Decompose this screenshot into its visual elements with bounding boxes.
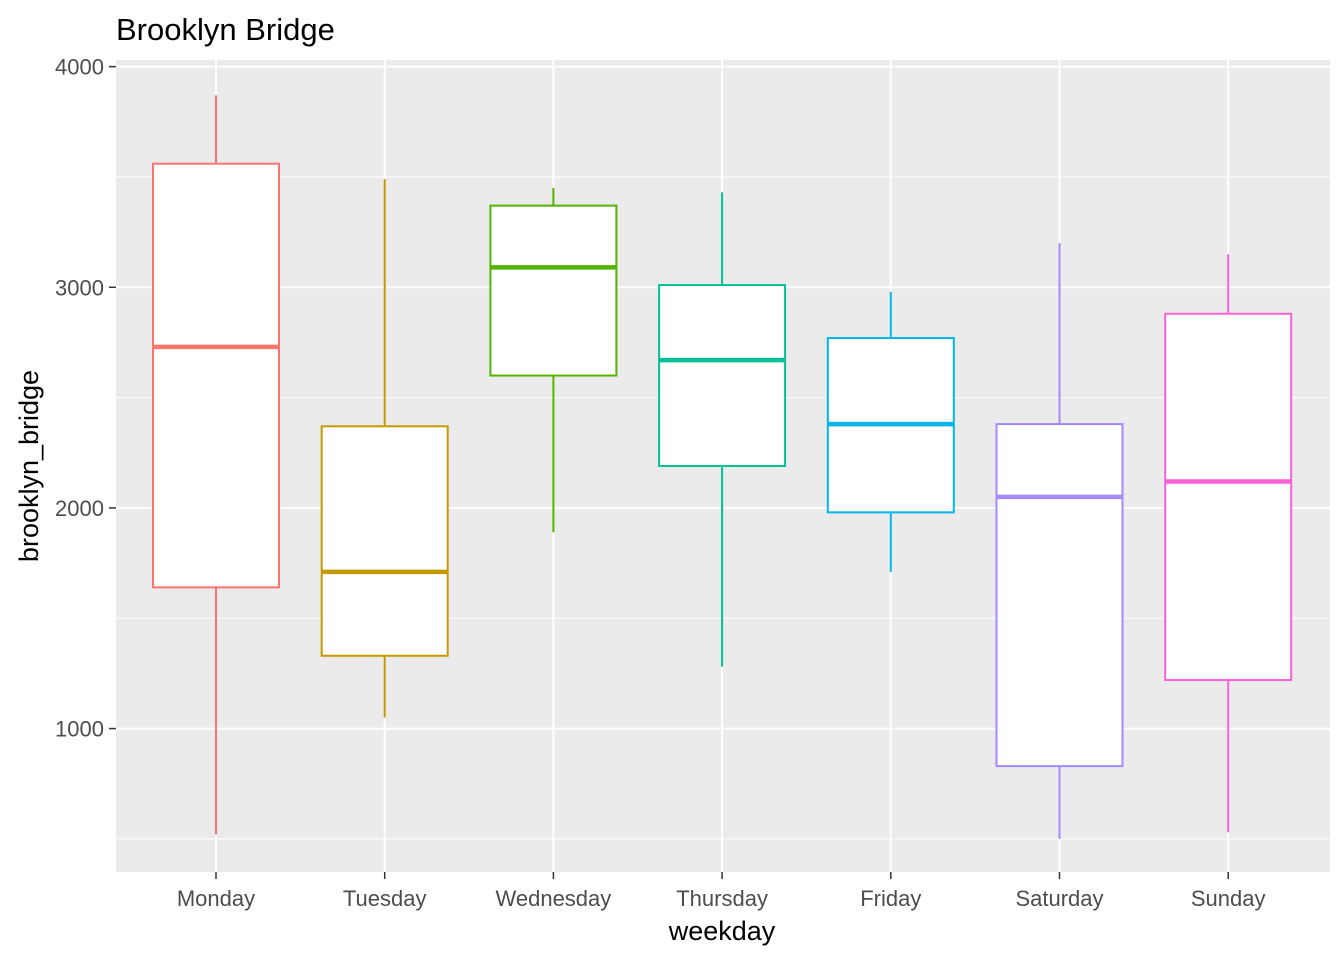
iqr-box xyxy=(1164,312,1293,682)
box-sunday xyxy=(1164,254,1293,833)
x-axis-title: weekday xyxy=(668,916,776,946)
box-monday xyxy=(152,95,280,835)
y-tick-label: 3000 xyxy=(55,275,104,300)
y-axis: 1000 2000 3000 4000 xyxy=(55,55,116,742)
x-tick-label: Sunday xyxy=(1191,886,1266,911)
x-axis: Monday Tuesday Wednesday Thursday Friday Satu… xyxy=(177,872,1266,911)
chart-title: Brooklyn Bridge xyxy=(116,12,335,47)
box-thursday xyxy=(658,192,787,667)
box-tuesday xyxy=(320,179,449,718)
y-tick-label: 1000 xyxy=(55,717,104,742)
iqr-box xyxy=(489,204,618,377)
boxes xyxy=(152,95,1293,839)
iqr-box xyxy=(320,425,449,657)
x-tick-label: Thursday xyxy=(676,886,768,911)
x-tick-label: Tuesday xyxy=(343,886,427,911)
iqr-box xyxy=(152,162,280,589)
y-tick-label: 2000 xyxy=(55,496,104,521)
y-tick-label: 4000 xyxy=(55,55,104,80)
box-saturday xyxy=(995,243,1124,839)
x-tick-label: Monday xyxy=(177,886,255,911)
box-friday xyxy=(826,291,955,572)
x-tick-label: Wednesday xyxy=(496,886,612,911)
y-axis-title: brooklyn_bridge xyxy=(14,370,44,562)
iqr-box xyxy=(995,423,1124,768)
iqr-box xyxy=(658,284,787,467)
x-tick-label: Saturday xyxy=(1015,886,1103,911)
box-wednesday xyxy=(489,187,618,533)
x-tick-label: Friday xyxy=(860,886,921,911)
